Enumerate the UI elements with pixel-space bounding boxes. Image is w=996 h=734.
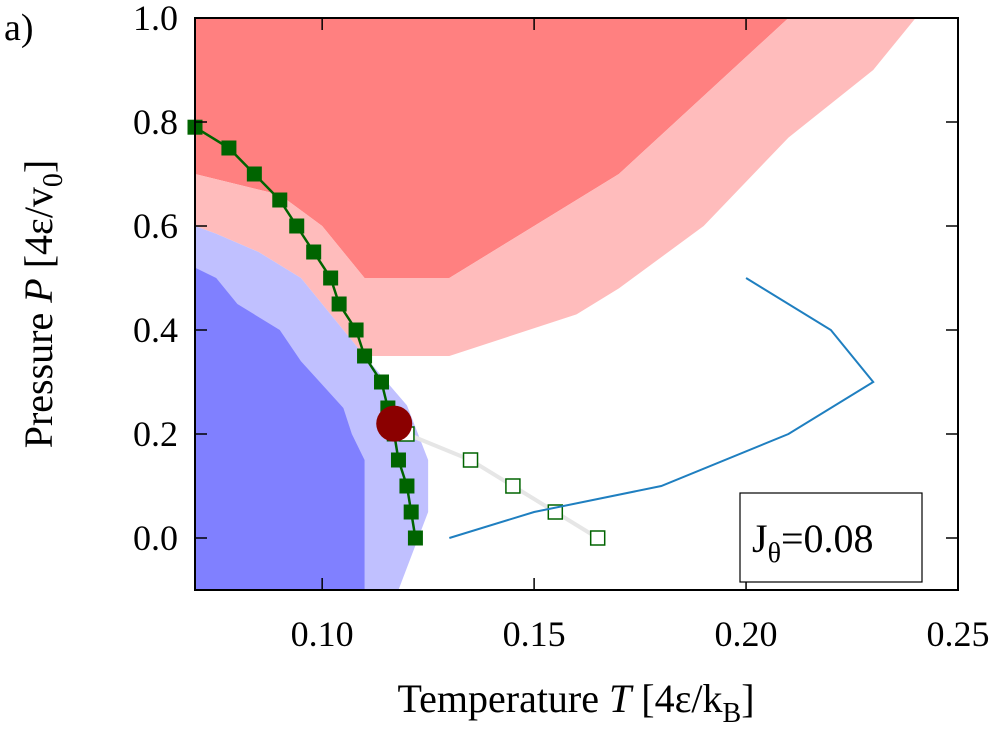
filled-square-point	[323, 270, 339, 286]
filled-square-point	[306, 244, 322, 260]
legend-frame	[739, 492, 923, 583]
critical-point	[376, 405, 413, 442]
panel-label: a)	[4, 7, 34, 49]
filled-square-point	[399, 478, 415, 494]
y-tick-label: 0.4	[133, 310, 178, 350]
open-square-point	[462, 452, 479, 468]
filled-square-point	[390, 452, 406, 468]
x-tick-label: 0.10	[291, 614, 354, 654]
legend-box: Jθ=0.08	[739, 492, 923, 583]
x-tick-label: 0.20	[715, 614, 778, 654]
x-axis-label: Temperature T [4ε/kB]	[397, 676, 754, 729]
y-axis-label: Pressure P [4ε/v0]	[16, 160, 69, 449]
filled-square-point	[272, 192, 288, 208]
phase-region-3	[195, 267, 365, 590]
x-tick-label: 0.25	[927, 614, 990, 654]
y-tick-label: 0.2	[133, 414, 178, 454]
filled-square-point	[374, 374, 390, 390]
filled-square-point	[348, 322, 364, 338]
y-tick-label: 0.0	[133, 518, 178, 558]
open-square-point	[505, 478, 521, 494]
phase-region-0	[195, 18, 789, 278]
legend-label: Jθ=0.08	[752, 516, 874, 569]
phase-region-1	[195, 18, 916, 356]
filled-square-point	[221, 140, 237, 156]
blue-line-series	[449, 277, 875, 539]
data-series	[187, 119, 875, 546]
y-tick-label: 1.0	[133, 0, 178, 38]
filled-square-point	[246, 166, 262, 182]
y-tick-label: 0.8	[133, 102, 178, 142]
filled-square-point	[289, 218, 305, 234]
filled-square-point	[403, 504, 419, 520]
axis-ticks: 0.10 0.15 0.20 0.25 0.0 0.2 0.4 0.6 0.8 1.0	[133, 0, 990, 654]
y-tick-label: 0.6	[133, 206, 178, 246]
plot-frame	[194, 17, 959, 591]
open-square-point	[589, 530, 606, 546]
phase-regions	[195, 18, 916, 590]
x-tick-label: 0.15	[503, 614, 566, 654]
filled-square-point	[407, 530, 423, 546]
filled-square-point	[331, 296, 347, 312]
filled-square-point	[357, 348, 373, 364]
